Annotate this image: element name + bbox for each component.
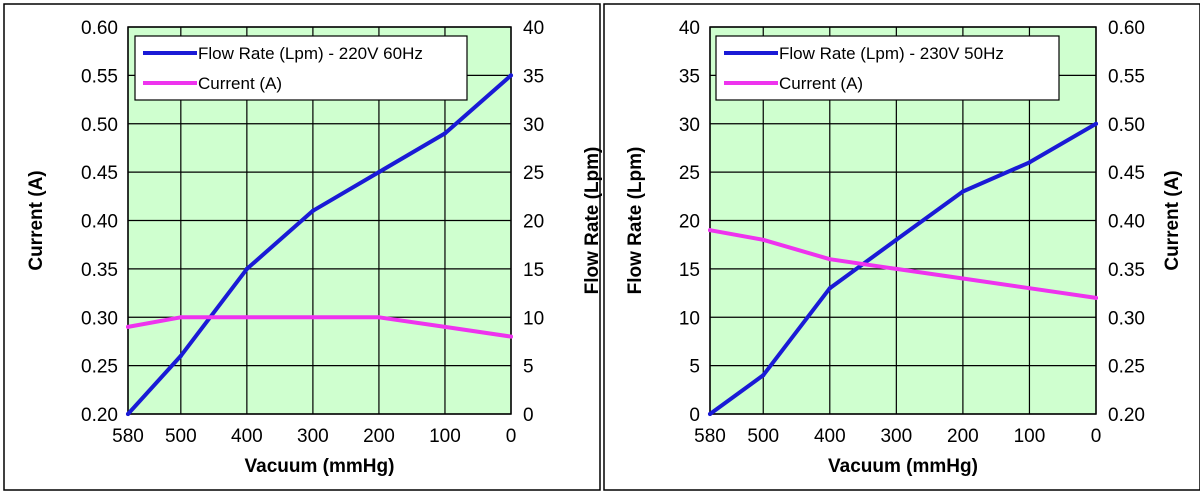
y-left-tick-label: 0.20	[81, 405, 118, 426]
legend-box	[134, 35, 468, 101]
flow-rate-data-point	[1094, 121, 1098, 126]
y-right-tick-label: 25	[523, 163, 544, 184]
y-left-tick-label: 0.30	[81, 308, 118, 329]
y-right-axis-title: Flow Rate (Lpm)	[582, 147, 603, 295]
y-right-tick-label: 35	[523, 66, 544, 87]
y-right-tick-label: 10	[523, 308, 544, 329]
y-left-tick-label: 0.35	[81, 260, 118, 281]
legend-label-flow-rate: Flow Rate (Lpm) - 230V 50Hz	[779, 44, 1004, 63]
flow-rate-data-point	[442, 131, 447, 136]
y-right-tick-label: 0	[523, 405, 534, 426]
y-right-tick-label: 0.40	[1108, 212, 1145, 233]
legend-label-current: Current (A)	[198, 74, 282, 93]
y-left-tick-label: 30	[679, 115, 700, 136]
y-left-tick-label: 0.50	[81, 115, 118, 136]
current-data-point	[761, 237, 766, 242]
flow-rate-data-point	[126, 412, 130, 416]
x-tick-label: 500	[165, 426, 197, 447]
y-right-tick-label: 0.50	[1108, 115, 1145, 136]
x-tick-label: 0	[506, 426, 517, 447]
y-right-axis-title: Current (A)	[1162, 170, 1183, 270]
current-data-point	[708, 228, 712, 233]
flow-rate-data-point	[376, 170, 381, 175]
y-left-tick-label: 0.60	[81, 18, 118, 39]
y-right-tick-label: 0.20	[1108, 405, 1145, 426]
current-data-point	[376, 315, 381, 320]
current-data-point	[960, 276, 965, 281]
x-tick-label: 100	[429, 426, 461, 447]
y-left-tick-label: 20	[679, 212, 700, 233]
y-right-tick-label: 0.45	[1108, 163, 1145, 184]
current-data-point	[244, 315, 249, 320]
x-axis-title: Vacuum (mmHg)	[245, 456, 395, 477]
y-left-axis-title: Current (A)	[26, 170, 47, 270]
y-left-tick-label: 35	[679, 66, 700, 87]
flow-rate-data-point	[894, 237, 899, 242]
y-left-tick-label: 10	[679, 308, 700, 329]
x-tick-label: 0	[1091, 426, 1102, 447]
current-data-point	[442, 324, 447, 329]
x-tick-label: 300	[297, 426, 329, 447]
y-right-tick-label: 0.55	[1108, 66, 1145, 87]
flow-rate-data-point	[708, 412, 712, 416]
y-left-tick-label: 25	[679, 163, 700, 184]
current-data-point	[827, 257, 832, 262]
y-right-tick-label: 20	[523, 212, 544, 233]
y-left-axis-title: Flow Rate (Lpm)	[625, 147, 646, 295]
y-left-tick-label: 15	[679, 260, 700, 281]
y-left-tick-label: 0	[689, 405, 700, 426]
x-tick-label: 100	[1014, 426, 1046, 447]
flow-rate-data-point	[244, 266, 249, 271]
current-data-point	[509, 334, 513, 339]
flow-rate-data-point	[310, 208, 315, 213]
legend-box	[715, 35, 1060, 101]
current-data-point	[310, 315, 315, 320]
legend-label-flow-rate: Flow Rate (Lpm) - 220V 60Hz	[198, 44, 423, 63]
y-right-tick-label: 0.35	[1108, 260, 1145, 281]
y-right-tick-label: 0.30	[1108, 308, 1145, 329]
x-tick-label: 400	[814, 426, 846, 447]
chart-panel-2: 0 5 10 15 20 25 30 35 40 0.20 0.25 0.30 0.35 0.40 0.45…	[603, 3, 1200, 491]
flow-rate-data-point	[509, 73, 513, 78]
y-left-tick-label: 0.40	[81, 212, 118, 233]
flow-rate-data-point	[827, 286, 832, 291]
y-left-tick-label: 40	[679, 18, 700, 39]
x-tick-label: 300	[880, 426, 912, 447]
chart-panel-1: 0.20 0.25 0.30 0.35 0.40 0.45 0.50 0.55 0.60 0 5 10…	[3, 3, 603, 491]
x-tick-label: 580	[112, 426, 144, 447]
flow-rate-data-point	[178, 353, 183, 358]
x-axis-title: Vacuum (mmHg)	[828, 456, 978, 477]
legend: Flow Rate (Lpm) - 230V 50Hz Current (A)	[715, 35, 1060, 101]
x-tick-label: 200	[363, 426, 395, 447]
flow-rate-data-point	[960, 189, 965, 194]
current-data-point	[126, 324, 130, 329]
current-data-point	[1027, 286, 1032, 291]
y-right-tick-label: 5	[523, 357, 534, 378]
y-left-tick-label: 5	[689, 357, 700, 378]
y-right-tick-label: 15	[523, 260, 544, 281]
current-data-point	[178, 315, 183, 320]
y-right-tick-label: 0.60	[1108, 18, 1145, 39]
flow-rate-data-point	[761, 373, 766, 378]
y-right-tick-label: 30	[523, 115, 544, 136]
current-data-point	[894, 266, 899, 271]
y-left-tick-label: 0.45	[81, 163, 118, 184]
legend: Flow Rate (Lpm) - 220V 60Hz Current (A)	[134, 35, 468, 101]
x-tick-label: 580	[694, 426, 726, 447]
x-tick-label: 400	[231, 426, 263, 447]
y-left-tick-label: 0.55	[81, 66, 118, 87]
current-data-point	[1094, 295, 1098, 300]
x-tick-label: 200	[947, 426, 979, 447]
x-tick-label: 500	[747, 426, 779, 447]
y-left-tick-label: 0.25	[81, 357, 118, 378]
y-right-tick-label: 40	[523, 18, 544, 39]
legend-label-current: Current (A)	[779, 74, 863, 93]
flow-rate-data-point	[1027, 160, 1032, 165]
y-right-tick-label: 0.25	[1108, 357, 1145, 378]
